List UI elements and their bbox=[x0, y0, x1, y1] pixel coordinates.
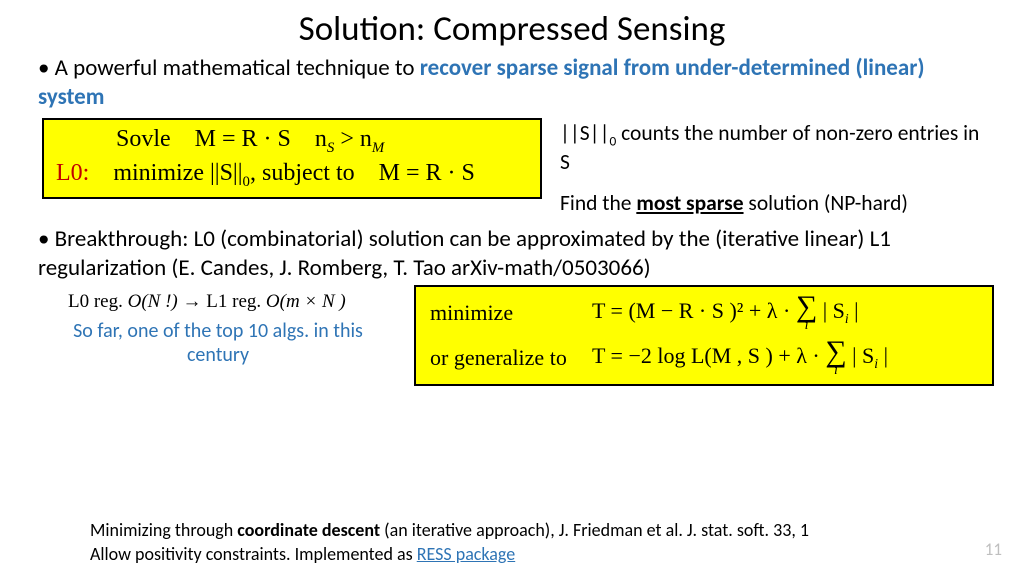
top10-note: So far, one of the top 10 algs. in this … bbox=[68, 319, 368, 367]
rlc: L1 reg. bbox=[206, 291, 266, 312]
box2-line1: minimize T = (M − R · S )² + λ · ∑i | Si… bbox=[430, 293, 978, 333]
side1-line2: Find the most sparse solution (NP-hard) bbox=[560, 190, 994, 217]
fd: Allow positivity constraints. Implemente… bbox=[90, 543, 417, 565]
formula-box-1: Sovle M = R · S nS > nM L0: minimize ||S… bbox=[42, 118, 542, 200]
box1-line2: L0: minimize ||S||0, subject to M = R · … bbox=[56, 160, 528, 191]
s1c: Find the bbox=[560, 190, 636, 216]
b2l1b: T = (M − R · S )² + λ · ∑i | Si | bbox=[592, 293, 859, 333]
b1l2b: minimize ||S|| bbox=[113, 160, 242, 186]
sum-icon-2: ∑i bbox=[825, 338, 846, 378]
sum-icon-1: ∑i bbox=[796, 293, 817, 333]
rlb: O(N !) → bbox=[128, 291, 207, 312]
col-left: L0 reg. O(N !) → L1 reg. O(m × N ) So fa… bbox=[30, 285, 390, 367]
b1l1s2: M bbox=[372, 139, 384, 155]
bullet-1: A powerful mathematical technique to rec… bbox=[38, 54, 994, 112]
b2l2a: or generalize to bbox=[430, 345, 570, 371]
page-number: 11 bbox=[985, 539, 1002, 560]
b1l2c: , subject to bbox=[250, 160, 355, 186]
side1-line1: ||S||0 counts the number of non-zero ent… bbox=[560, 120, 994, 177]
box1-line1: Sovle M = R · S nS > nM bbox=[56, 126, 528, 157]
s1e: solution (NP-hard) bbox=[744, 190, 908, 216]
slide-title: Solution: Compressed Sensing bbox=[30, 8, 994, 50]
formula-box-2: minimize T = (M − R · S )² + λ · ∑i | Si… bbox=[414, 285, 994, 386]
b1l1gt: > n bbox=[334, 126, 372, 152]
b1l1a: Sovle bbox=[116, 126, 171, 152]
footer-text: Minimizing through coordinate descent (a… bbox=[90, 519, 994, 566]
bullet-2: Breakthrough: L0 (combinatorial) solutio… bbox=[38, 225, 994, 283]
bullet-1-lead: A powerful mathematical technique to bbox=[55, 54, 420, 82]
fa: Minimizing through bbox=[90, 519, 237, 541]
s1d: most sparse bbox=[636, 190, 743, 216]
b2l2b: T = −2 log L(M , S ) + λ · ∑i | Si | bbox=[592, 338, 888, 378]
row-2: L0 reg. O(N !) → L1 reg. O(m × N ) So fa… bbox=[30, 285, 994, 386]
reg-line: L0 reg. O(N !) → L1 reg. O(m × N ) bbox=[68, 291, 390, 313]
slide: Solution: Compressed Sensing A powerful … bbox=[0, 0, 1024, 576]
fb: coordinate descent bbox=[237, 519, 380, 541]
b2l1a: minimize bbox=[430, 300, 570, 326]
side-note-1: ||S||0 counts the number of non-zero ent… bbox=[560, 118, 994, 218]
ress-link[interactable]: RESS package bbox=[417, 543, 515, 565]
b1l2sub: 0 bbox=[243, 174, 250, 190]
b1l2a: L0: bbox=[56, 160, 89, 186]
rld: O(m × N ) bbox=[266, 291, 346, 312]
row-1: Sovle M = R · S nS > nM L0: minimize ||S… bbox=[30, 118, 994, 218]
b1l1b: M = R · S bbox=[195, 126, 291, 152]
rla: L0 reg. bbox=[68, 291, 128, 312]
s1b: counts the number of non-zero entries in… bbox=[560, 120, 979, 176]
b1l2d: M = R · S bbox=[379, 160, 475, 186]
box2-line2: or generalize to T = −2 log L(M , S ) + … bbox=[430, 338, 978, 378]
s1a: ||S|| bbox=[560, 120, 609, 146]
fc: (an iterative approach), J. Friedman et … bbox=[380, 519, 809, 541]
b1l1c: n bbox=[315, 126, 327, 152]
